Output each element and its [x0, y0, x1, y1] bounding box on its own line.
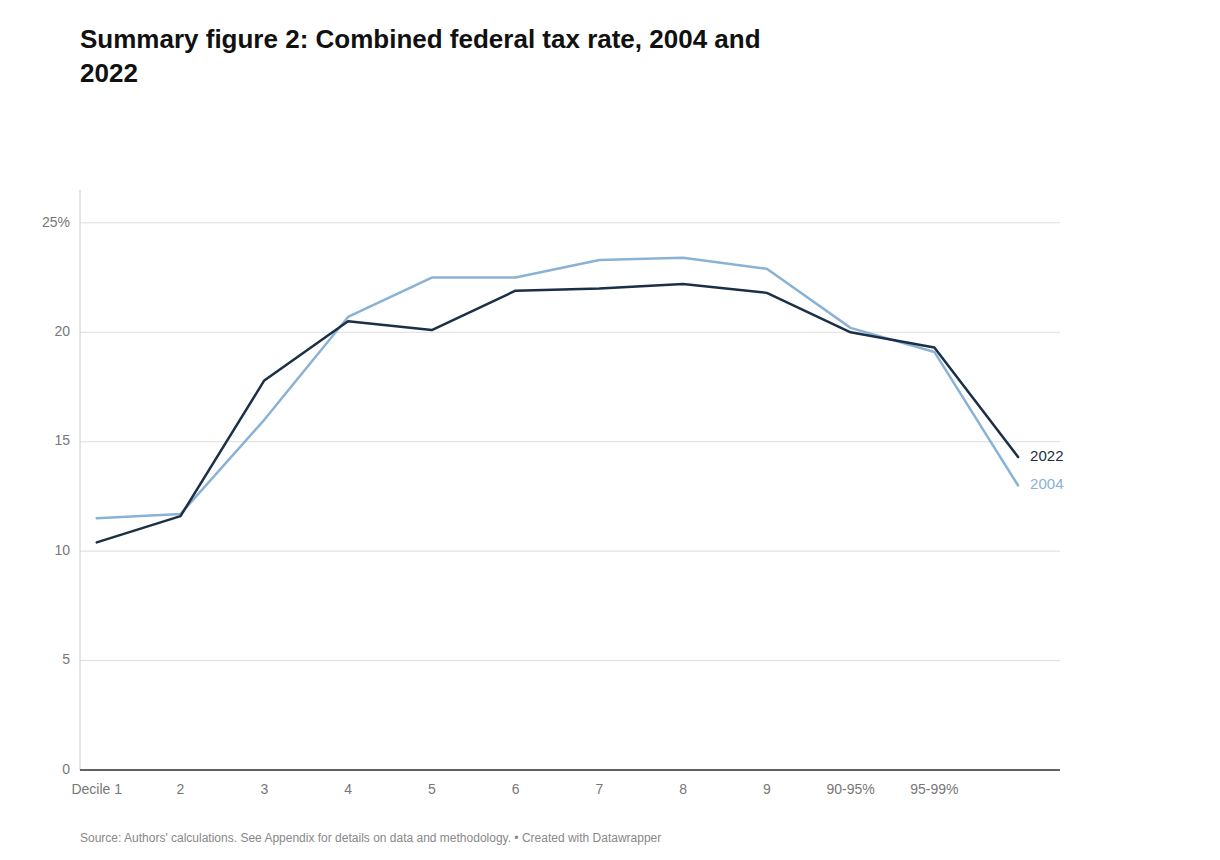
y-tick-label: 25%: [42, 214, 70, 230]
x-tick-label: 8: [679, 781, 687, 797]
x-tick-label: 9: [763, 781, 771, 797]
source-note: Source: Authors' calculations. See Appen…: [80, 831, 661, 845]
y-grid: 0 5 10 15 20 25%: [42, 214, 1060, 777]
y-tick-label: 20: [54, 323, 70, 339]
y-tick-label: 15: [54, 432, 70, 448]
y-axis-line: [80, 190, 81, 770]
x-tick-label: 3: [260, 781, 268, 797]
x-ticks: Decile 1 2 3 4 5 6 7 8 9 90-95% 95-99%: [71, 781, 958, 797]
x-tick-label: 5: [428, 781, 436, 797]
y-tick-label: 10: [54, 542, 70, 558]
series-line: [97, 258, 1018, 518]
x-tick-label: 90-95%: [826, 781, 874, 797]
lines: [97, 258, 1018, 543]
series-label: 2022: [1030, 447, 1063, 464]
x-tick-label: 4: [344, 781, 352, 797]
grid-line: [80, 660, 1060, 661]
line-labels: 2004 2022: [1030, 447, 1063, 492]
chart-svg: Summary figure 2: Combined federal tax r…: [0, 0, 1220, 860]
chart-title: Summary figure 2: Combined federal tax r…: [80, 24, 761, 88]
x-tick-label: 6: [512, 781, 520, 797]
x-tick-label: 2: [177, 781, 185, 797]
grid-line: [80, 551, 1060, 552]
x-tick-label: 7: [595, 781, 603, 797]
x-tick-label: Decile 1: [71, 781, 122, 797]
grid-line: [80, 332, 1060, 333]
chart-container: Summary figure 2: Combined federal tax r…: [0, 0, 1220, 860]
x-tick-label: 95-99%: [910, 781, 958, 797]
series-line: [97, 284, 1018, 542]
series-label: 2004: [1030, 475, 1063, 492]
grid-line: [80, 770, 1060, 771]
x-axis-line: [80, 769, 1060, 771]
y-tick-label: 5: [62, 651, 70, 667]
y-tick-label: 0: [62, 761, 70, 777]
grid-line: [80, 222, 1060, 223]
